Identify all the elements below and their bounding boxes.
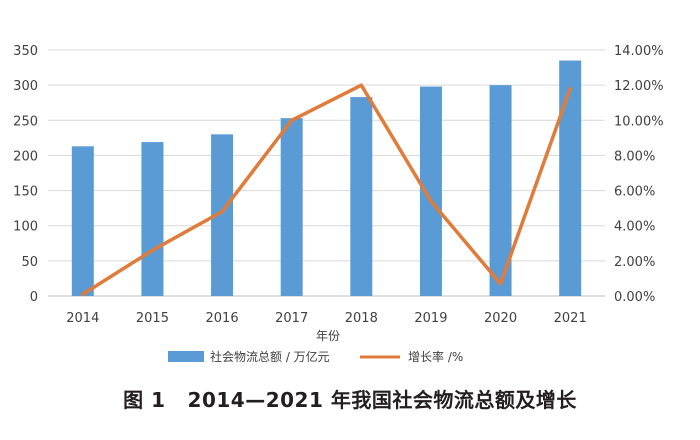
left-tick-label: 150 xyxy=(13,185,38,200)
left-tick-label: 350 xyxy=(13,44,38,59)
bar xyxy=(141,142,164,296)
x-axis-ticks: 2014 2015 2016 2017 2018 2019 2020 2021 xyxy=(66,311,586,326)
figure-number: 图 1 xyxy=(123,388,166,412)
bar xyxy=(559,60,582,296)
x-tick-label: 2020 xyxy=(484,311,517,326)
bar xyxy=(489,85,512,297)
right-axis-ticks: 0.00% 2.00% 4.00% 6.00% 8.00% 10.00% 12.00% 14.… xyxy=(614,44,664,305)
legend-swatch-bar xyxy=(168,351,204,362)
left-tick-label: 200 xyxy=(13,149,38,164)
x-tick-label: 2019 xyxy=(414,311,447,326)
right-tick-label: 6.00% xyxy=(614,185,655,200)
legend-label-bar: 社会物流总额 / 万亿元 xyxy=(210,349,330,364)
legend-label-line: 增长率 /% xyxy=(408,349,463,364)
growth-rate-line xyxy=(81,83,572,296)
gridlines xyxy=(48,49,605,297)
right-tick-label: 0.00% xyxy=(614,290,655,305)
right-tick-label: 12.00% xyxy=(614,79,664,94)
x-tick-label: 2021 xyxy=(554,311,587,326)
bar xyxy=(211,134,234,296)
right-tick-label: 10.00% xyxy=(614,114,664,129)
left-tick-label: 300 xyxy=(13,79,38,94)
bar-series xyxy=(71,60,582,297)
left-axis-ticks: 0 50 100 150 200 250 300 350 xyxy=(13,44,38,305)
x-tick-label: 2018 xyxy=(345,311,378,326)
x-tick-label: 2017 xyxy=(275,311,308,326)
x-tick-label: 2015 xyxy=(136,311,169,326)
figure-title: 2014—2021 年我国社会物流总额及增长 xyxy=(187,388,577,412)
right-tick-label: 2.00% xyxy=(614,255,655,270)
left-tick-label: 0 xyxy=(30,290,38,305)
x-axis-title: 年份 xyxy=(316,329,340,343)
figure-caption: 图 1 2014—2021 年我国社会物流总额及增长 xyxy=(0,384,700,413)
right-tick-label: 4.00% xyxy=(614,220,655,235)
left-tick-label: 250 xyxy=(13,114,38,129)
left-tick-label: 50 xyxy=(21,255,38,270)
x-tick-label: 2014 xyxy=(66,311,99,326)
right-tick-label: 14.00% xyxy=(614,44,664,59)
combo-chart: 0 50 100 150 200 250 300 350 0.00% 2.00% 4.00% 6.0… xyxy=(13,44,664,364)
legend: 社会物流总额 / 万亿元 增长率 /% xyxy=(168,349,463,364)
bar xyxy=(71,146,94,296)
x-tick-label: 2016 xyxy=(206,311,239,326)
right-tick-label: 8.00% xyxy=(614,149,655,164)
line-series xyxy=(81,83,572,296)
bar xyxy=(419,86,442,296)
bar xyxy=(350,97,373,296)
bar xyxy=(280,118,303,296)
left-tick-label: 100 xyxy=(13,220,38,235)
